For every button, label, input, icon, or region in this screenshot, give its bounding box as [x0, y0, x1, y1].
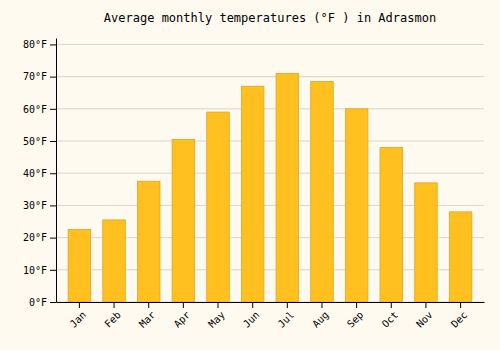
y-tick: 20°F [23, 232, 56, 243]
bar [137, 181, 160, 302]
grid-line [56, 44, 484, 45]
y-tick-label: 70°F [23, 71, 47, 82]
x-tick-label: Jul [276, 309, 297, 330]
y-tick: 50°F [23, 136, 56, 147]
bar [68, 230, 91, 302]
x-tick-mark [218, 302, 219, 308]
x-tick-mark [79, 302, 80, 308]
y-tick-mark [50, 77, 56, 78]
x-tick-label: Aug [310, 309, 331, 330]
x-tick: Nov [414, 302, 435, 330]
y-tick: 30°F [23, 200, 56, 211]
bar [103, 220, 126, 302]
x-tick-mark [356, 302, 357, 308]
bar [241, 86, 264, 302]
y-tick-label: 60°F [23, 104, 47, 115]
y-tick-label: 50°F [23, 136, 47, 147]
y-tick-label: 80°F [23, 39, 47, 50]
grid-line [56, 76, 484, 77]
bar [345, 109, 368, 302]
bar [207, 112, 230, 302]
x-tick: May [206, 302, 227, 330]
y-tick-mark [50, 205, 56, 206]
x-tick: Apr [172, 302, 193, 330]
x-tick: Dec [449, 302, 470, 330]
y-tick-label: 10°F [23, 265, 47, 276]
x-tick-label: Jun [241, 309, 262, 330]
x-tick-mark [321, 302, 322, 308]
grid-line [56, 108, 484, 109]
title: Average monthly temperatures (°F ) in Ad… [104, 11, 436, 25]
x-tick-mark [252, 302, 253, 308]
x-axis: Jan Feb Mar Apr May Jun Jul Aug Sep Oct Nov Dec [57, 302, 485, 330]
x-tick-label: Apr [172, 309, 193, 330]
x-tick: Jun [241, 302, 262, 330]
x-tick: Sep [345, 302, 366, 330]
plot: Jan Feb Mar Apr May Jun Jul Aug Sep Oct Nov Dec 0°F 1… [23, 39, 485, 330]
x-tick-label: Jan [68, 309, 89, 330]
x-tick-label: Oct [380, 309, 401, 330]
chart: Jan Feb Mar Apr May Jun Jul Aug Sep Oct Nov Dec 0°F 1… [0, 0, 500, 350]
bars [68, 73, 472, 302]
x-tick-label: May [206, 309, 227, 330]
y-tick: 0°F [29, 297, 56, 308]
bar [449, 212, 472, 302]
x-tick: Mar [137, 302, 158, 330]
bar [380, 147, 403, 302]
bar [172, 139, 195, 302]
x-tick-mark [460, 302, 461, 308]
grid-line [56, 141, 484, 142]
y-tick: 70°F [23, 71, 56, 82]
x-tick: Feb [102, 302, 123, 330]
x-tick: Jul [276, 302, 297, 330]
x-tick-label: Nov [414, 309, 435, 330]
x-tick-mark [391, 302, 392, 308]
grid [56, 44, 484, 302]
y-tick-mark [50, 44, 56, 45]
y-tick: 80°F [23, 39, 56, 50]
y-tick-label: 20°F [23, 232, 47, 243]
bar [311, 81, 334, 302]
y-tick-mark [50, 173, 56, 174]
y-tick-mark [50, 302, 56, 303]
x-axis-line [57, 302, 485, 303]
y-axis: 0°F 10°F 20°F 30°F 40°F 50°F 60°F 70°F 80°F [23, 39, 57, 308]
y-tick: 60°F [23, 104, 56, 115]
x-tick-label: Sep [345, 309, 366, 330]
x-tick-mark [287, 302, 288, 308]
x-tick-mark [425, 302, 426, 308]
bar [415, 183, 438, 302]
y-tick: 40°F [23, 168, 56, 179]
x-tick-label: Mar [137, 309, 158, 330]
grid-line [56, 173, 484, 174]
x-tick: Oct [380, 302, 401, 330]
x-tick-mark [148, 302, 149, 308]
y-tick-mark [50, 109, 56, 110]
y-tick: 10°F [23, 265, 56, 276]
x-tick-label: Feb [102, 309, 123, 330]
y-tick-label: 30°F [23, 200, 47, 211]
y-tick-mark [50, 141, 56, 142]
bar [276, 73, 299, 302]
y-tick-label: 40°F [23, 168, 47, 179]
x-tick: Jan [68, 302, 89, 330]
x-tick-mark [114, 302, 115, 308]
x-tick: Aug [310, 302, 331, 330]
x-tick-mark [183, 302, 184, 308]
y-tick-label: 0°F [29, 297, 47, 308]
y-tick-mark [50, 238, 56, 239]
y-tick-mark [50, 270, 56, 271]
y-axis-line [56, 39, 57, 303]
x-tick-label: Dec [449, 309, 470, 330]
